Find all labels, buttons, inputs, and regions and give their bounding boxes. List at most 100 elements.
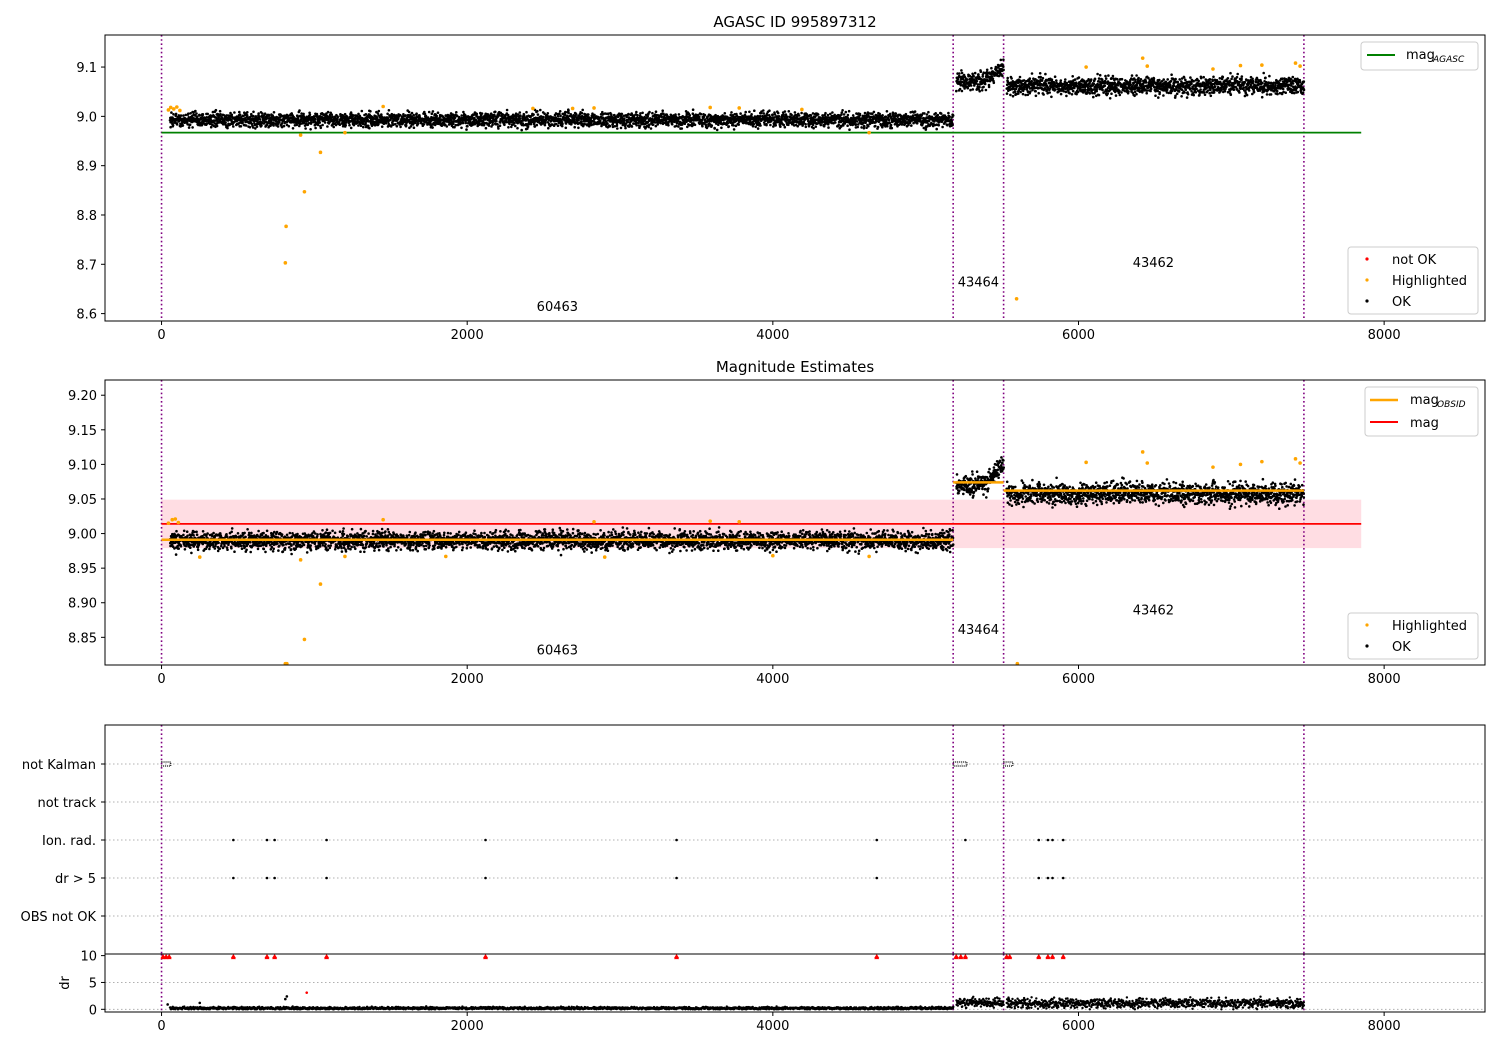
ok-point xyxy=(209,118,212,121)
ok-point xyxy=(298,109,301,112)
ok-point xyxy=(911,114,915,117)
ok-point xyxy=(619,126,623,130)
ok-point xyxy=(326,125,329,128)
ok-point xyxy=(304,127,307,130)
ok-point xyxy=(1108,97,1112,100)
ok-point xyxy=(169,125,172,129)
ok-point xyxy=(205,116,209,119)
ok-point xyxy=(1158,91,1161,94)
ok-point xyxy=(1101,88,1104,92)
ok-point xyxy=(812,126,815,130)
ok-point xyxy=(787,123,790,127)
ok-point xyxy=(389,125,393,128)
ok-point xyxy=(934,112,937,115)
ok-point xyxy=(272,121,275,125)
ok-point xyxy=(567,111,570,115)
ok-point xyxy=(960,89,964,93)
ok-point xyxy=(238,113,242,116)
ok-point xyxy=(756,127,760,130)
ok-point xyxy=(915,122,919,125)
ok-point xyxy=(514,124,517,128)
ok-point xyxy=(739,112,742,115)
ok-point xyxy=(636,113,639,117)
ok-point xyxy=(453,116,457,120)
ok-point xyxy=(1097,77,1101,80)
ok-point xyxy=(925,113,929,116)
ok-point xyxy=(1166,78,1169,81)
ok-point xyxy=(1071,75,1074,78)
ok-point xyxy=(1006,76,1009,80)
ok-point xyxy=(255,125,259,128)
ok-point xyxy=(359,124,363,127)
ok-point xyxy=(232,125,235,128)
ok-point xyxy=(343,112,347,116)
ok-point xyxy=(386,116,390,120)
ok-point xyxy=(846,124,849,127)
ok-point xyxy=(783,125,787,129)
ok-point xyxy=(516,126,519,130)
ok-point xyxy=(430,118,434,122)
ok-point xyxy=(402,113,405,116)
ok-point xyxy=(1231,75,1234,78)
ok-point xyxy=(1064,78,1067,81)
ok-point xyxy=(171,123,175,127)
ok-point xyxy=(699,112,703,116)
ok-point xyxy=(1115,77,1119,81)
ok-point xyxy=(771,113,774,116)
ok-point xyxy=(282,124,286,128)
ok-point xyxy=(445,125,449,128)
ok-point xyxy=(774,123,777,127)
ok-point xyxy=(201,113,205,116)
ok-point xyxy=(313,117,317,121)
ok-point xyxy=(616,127,619,130)
ok-point xyxy=(654,110,658,113)
ok-point xyxy=(710,124,714,127)
ok-point xyxy=(250,122,254,126)
ok-point xyxy=(1030,72,1034,75)
ok-point xyxy=(248,125,252,129)
ok-point xyxy=(972,75,975,78)
ok-point xyxy=(1118,93,1122,97)
ok-point xyxy=(314,126,317,130)
ok-point xyxy=(386,112,389,116)
ok-point xyxy=(867,124,870,128)
ok-point xyxy=(364,121,367,125)
ok-point xyxy=(624,126,627,130)
ok-point xyxy=(732,124,735,127)
ok-point xyxy=(368,126,371,130)
ok-point xyxy=(1189,76,1192,79)
ok-point xyxy=(1139,78,1143,81)
ok-point xyxy=(1230,77,1233,81)
ok-point xyxy=(840,111,844,114)
ok-point xyxy=(384,121,388,125)
ok-point xyxy=(1218,77,1222,80)
ok-point xyxy=(762,112,765,115)
ok-point xyxy=(1073,78,1077,81)
ok-point xyxy=(412,126,416,129)
ok-point xyxy=(1062,89,1065,93)
ok-point xyxy=(1034,89,1037,93)
ok-point xyxy=(1048,91,1051,94)
ok-point xyxy=(518,117,522,120)
ok-point xyxy=(263,112,267,115)
ok-point xyxy=(648,110,651,114)
ok-point xyxy=(182,114,185,117)
ok-point xyxy=(999,58,1003,62)
ok-point xyxy=(1107,74,1110,77)
ok-point xyxy=(1074,81,1078,84)
ok-point xyxy=(753,109,756,112)
ok-point xyxy=(769,123,772,127)
ok-point xyxy=(300,112,303,115)
ok-point xyxy=(804,122,807,126)
ok-point xyxy=(184,113,188,117)
ok-point xyxy=(1068,91,1071,95)
ok-point xyxy=(430,115,433,119)
ok-point xyxy=(393,122,397,126)
ok-point xyxy=(536,113,540,116)
ok-point xyxy=(587,113,590,116)
ok-point xyxy=(583,122,587,126)
ok-point xyxy=(744,110,747,114)
ok-point xyxy=(581,108,584,112)
